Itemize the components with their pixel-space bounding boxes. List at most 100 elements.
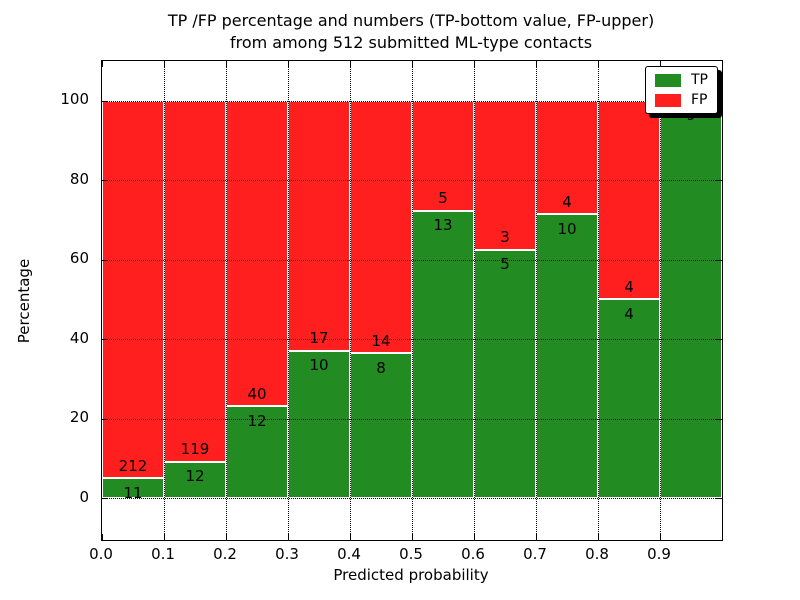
gridline-vertical bbox=[226, 61, 227, 540]
legend-item-fp: FP bbox=[655, 93, 708, 107]
bar-count-label-fp: 4 bbox=[624, 277, 634, 296]
x-tick-label: 0.0 bbox=[89, 545, 113, 563]
bar-segment-tp bbox=[164, 461, 226, 498]
x-tick-mark bbox=[474, 534, 475, 540]
gridline-horizontal bbox=[102, 100, 722, 102]
legend-label-tp: TP bbox=[691, 72, 708, 88]
gridline-vertical bbox=[474, 61, 475, 540]
gridline-vertical bbox=[598, 61, 599, 540]
y-tick-mark bbox=[716, 418, 722, 420]
bar-count-label-tp: 10 bbox=[557, 219, 577, 238]
x-tick-mark bbox=[102, 61, 103, 67]
bar-count-label-fp: 4 bbox=[562, 192, 572, 211]
plot-area: 212 11 119 12 40 12 17 10 14 8 5 13 3 5 4 10 4 4 9 bbox=[101, 60, 723, 541]
gridline-horizontal bbox=[102, 418, 722, 420]
bar-count-label-tp: 5 bbox=[500, 255, 510, 274]
bar-count-label-fp: 14 bbox=[371, 331, 391, 350]
x-tick-mark bbox=[350, 61, 351, 67]
x-tick-label: 0.4 bbox=[337, 545, 361, 563]
bar-segment-fp bbox=[536, 100, 598, 215]
chart-title-line2: from among 512 submitted ML-type contact… bbox=[229, 33, 593, 52]
y-tick-mark bbox=[716, 339, 722, 340]
y-tick-mark bbox=[716, 259, 722, 261]
legend-swatch-tp-icon bbox=[655, 73, 681, 87]
gridline-horizontal bbox=[102, 498, 722, 499]
x-tick-mark bbox=[350, 534, 351, 540]
bar-segment-fp bbox=[598, 100, 660, 300]
x-tick-mark bbox=[660, 534, 661, 540]
y-tick-mark bbox=[102, 498, 108, 499]
bar-count-label-fp: 40 bbox=[247, 384, 267, 403]
x-tick-label: 0.6 bbox=[461, 545, 485, 563]
gridline-horizontal bbox=[102, 180, 722, 181]
bar-count-label-tp: 13 bbox=[433, 216, 453, 235]
y-tick-mark bbox=[716, 180, 722, 181]
x-tick-label: 0.9 bbox=[647, 545, 671, 563]
x-tick-label: 0.1 bbox=[151, 545, 175, 563]
x-axis-label: Predicted probability bbox=[333, 566, 489, 584]
legend-label-fp: FP bbox=[691, 92, 708, 108]
bar-segment-fp bbox=[288, 100, 350, 351]
chart-title-line1: TP /FP percentage and numbers (TP-bottom… bbox=[167, 11, 655, 30]
y-tick-label: 60 bbox=[69, 249, 89, 267]
bar-count-label-tp: 4 bbox=[624, 304, 634, 323]
bar-count-label-fp: 17 bbox=[309, 329, 329, 348]
gridline-vertical bbox=[536, 61, 537, 540]
x-tick-mark bbox=[102, 534, 103, 540]
bar-segment-tp bbox=[598, 299, 660, 498]
bar-count-label-tp: 8 bbox=[376, 358, 386, 377]
bar-count-label-tp: 9 bbox=[686, 106, 696, 124]
x-tick-mark bbox=[598, 534, 599, 540]
bar-count-label-tp: 11 bbox=[123, 483, 143, 502]
bar-segment-tp bbox=[536, 214, 598, 498]
x-tick-mark bbox=[412, 61, 413, 67]
bar-count-label-fp: 119 bbox=[180, 440, 210, 459]
x-tick-mark bbox=[536, 534, 537, 540]
x-tick-mark bbox=[288, 61, 289, 67]
x-tick-mark bbox=[226, 534, 227, 540]
y-tick-mark bbox=[102, 418, 108, 420]
x-tick-label: 0.8 bbox=[585, 545, 609, 563]
bar-segment-tp bbox=[226, 406, 288, 498]
gridline-horizontal bbox=[102, 259, 722, 261]
x-tick-mark bbox=[474, 61, 475, 67]
gridline-vertical bbox=[350, 61, 351, 540]
chart-title: TP /FP percentage and numbers (TP-bottom… bbox=[101, 10, 721, 54]
x-tick-mark bbox=[226, 61, 227, 67]
x-tick-label: 0.7 bbox=[523, 545, 547, 563]
y-tick-mark bbox=[102, 100, 108, 102]
bar-segment-fp bbox=[164, 100, 226, 462]
x-tick-mark bbox=[412, 534, 413, 540]
bar-count-label-fp: 3 bbox=[500, 228, 510, 247]
gridline-horizontal bbox=[102, 339, 722, 340]
x-tick-mark bbox=[660, 61, 661, 67]
y-axis-label: Percentage bbox=[15, 258, 33, 344]
bar-segment-tp bbox=[288, 350, 350, 498]
bar-segment-fp bbox=[350, 100, 412, 354]
gridline-vertical bbox=[288, 61, 289, 540]
y-tick-mark bbox=[102, 339, 108, 340]
legend: TP FP bbox=[645, 66, 718, 114]
bar-count-label-fp: 5 bbox=[438, 189, 448, 208]
bar-segment-tp bbox=[660, 100, 722, 498]
y-tick-mark bbox=[102, 180, 108, 181]
bar-segment-fp bbox=[226, 100, 288, 407]
x-tick-mark bbox=[164, 534, 165, 540]
y-tick-mark bbox=[716, 498, 722, 499]
x-tick-label: 0.5 bbox=[399, 545, 423, 563]
bar-segment-tp bbox=[102, 478, 164, 498]
y-tick-label: 80 bbox=[69, 169, 89, 188]
x-tick-mark bbox=[598, 61, 599, 67]
y-tick-label: 40 bbox=[69, 328, 89, 347]
legend-item-tp: TP bbox=[655, 73, 708, 87]
gridline-vertical bbox=[164, 61, 165, 540]
gridline-vertical bbox=[412, 61, 413, 540]
bar-segment-tp bbox=[412, 210, 474, 498]
y-tick-mark bbox=[102, 259, 108, 261]
bar-segment-tp bbox=[474, 249, 536, 498]
y-tick-mark bbox=[716, 100, 722, 102]
y-tick-label: 100 bbox=[60, 90, 89, 108]
bar-count-label-tp: 12 bbox=[247, 411, 267, 430]
x-tick-mark bbox=[288, 534, 289, 540]
